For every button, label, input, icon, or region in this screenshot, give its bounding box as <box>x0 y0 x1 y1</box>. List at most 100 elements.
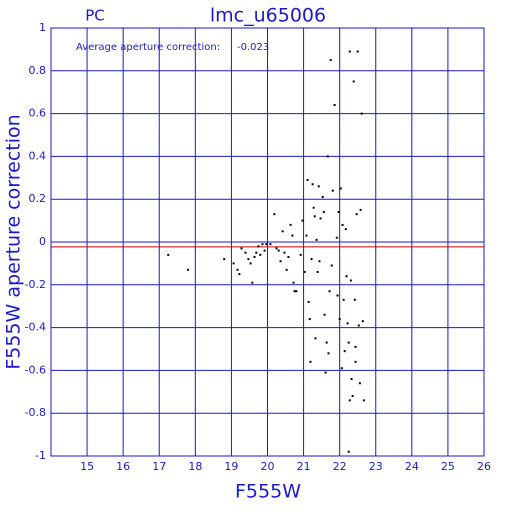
point <box>273 213 276 216</box>
point <box>232 262 235 265</box>
x-tick-label: 16 <box>116 460 130 473</box>
point <box>167 253 170 256</box>
point <box>306 178 309 181</box>
point <box>356 50 359 53</box>
x-tick-label: 26 <box>477 460 491 473</box>
x-tick-label: 22 <box>333 460 347 473</box>
y-tick-label: 0.2 <box>29 192 47 205</box>
point <box>357 324 360 327</box>
point <box>324 371 327 374</box>
point <box>342 298 345 301</box>
point <box>279 260 282 263</box>
y-tick-label: 0.6 <box>29 107 47 120</box>
point <box>322 211 325 214</box>
point <box>289 223 292 226</box>
point <box>308 318 311 321</box>
point <box>326 155 329 158</box>
y-tick-label: 0.4 <box>29 149 47 162</box>
point <box>263 249 266 252</box>
point <box>303 270 306 273</box>
point <box>236 268 239 271</box>
point <box>253 255 256 258</box>
y-tick-label: 0.8 <box>29 64 47 77</box>
point <box>360 112 363 115</box>
annotation-value: -0.023 <box>237 42 269 53</box>
point <box>354 360 357 363</box>
x-tick-label: 23 <box>369 460 383 473</box>
point <box>309 360 312 363</box>
point <box>277 249 280 252</box>
point <box>340 367 343 370</box>
point <box>336 294 339 297</box>
point <box>350 377 353 380</box>
y-tick-label: -0.6 <box>25 363 46 376</box>
point <box>292 281 295 284</box>
point <box>347 341 350 344</box>
point <box>223 258 226 261</box>
point <box>244 251 247 254</box>
point <box>346 322 349 325</box>
x-tick-label: 20 <box>261 460 275 473</box>
x-tick-label: 18 <box>188 460 202 473</box>
y-axis-label: F555W aperture correction <box>3 114 25 369</box>
point <box>314 337 317 340</box>
point <box>249 262 252 265</box>
x-tick-label: 25 <box>441 460 455 473</box>
y-tick-label: 0 <box>39 235 46 248</box>
point <box>259 253 262 256</box>
point <box>335 236 338 239</box>
point <box>291 234 294 237</box>
y-tick-label: 1 <box>39 21 46 34</box>
point <box>265 243 268 246</box>
x-tick-label: 15 <box>80 460 94 473</box>
y-tick-label: -1 <box>35 449 46 462</box>
chart-label: PC <box>85 7 105 25</box>
point <box>317 185 320 188</box>
point <box>349 279 352 282</box>
x-tick-label: 17 <box>152 460 166 473</box>
annotation: Average aperture correction: <box>76 42 220 53</box>
point <box>269 243 272 246</box>
point <box>275 247 278 250</box>
point <box>333 104 336 107</box>
point <box>281 230 284 233</box>
point <box>247 258 250 261</box>
point <box>331 189 334 192</box>
point <box>299 253 302 256</box>
point <box>348 399 351 402</box>
point <box>341 223 344 226</box>
point <box>358 382 361 385</box>
point <box>285 268 288 271</box>
point <box>311 183 314 186</box>
point <box>255 251 258 254</box>
x-axis-label: F555W <box>235 481 301 503</box>
point <box>328 290 331 293</box>
point <box>321 196 324 199</box>
point <box>316 270 319 273</box>
point <box>353 298 356 301</box>
point <box>305 234 308 237</box>
point <box>361 320 364 323</box>
point <box>329 59 332 62</box>
point <box>238 273 241 276</box>
point <box>301 219 304 222</box>
point <box>327 352 330 355</box>
point <box>187 268 190 271</box>
point <box>251 281 254 284</box>
point <box>318 260 321 263</box>
chart-title: lmc_u65006 <box>210 5 326 27</box>
point <box>352 80 355 83</box>
point <box>355 213 358 216</box>
point <box>307 300 310 303</box>
y-tick-label: -0.4 <box>25 321 46 334</box>
point <box>338 318 341 321</box>
point <box>319 217 322 220</box>
point <box>287 255 290 258</box>
y-tick-label: -0.8 <box>25 406 46 419</box>
y-tick-label: -0.2 <box>25 278 46 291</box>
point <box>354 345 357 348</box>
point <box>313 215 316 218</box>
x-tick-label: 19 <box>224 460 238 473</box>
point <box>343 350 346 353</box>
